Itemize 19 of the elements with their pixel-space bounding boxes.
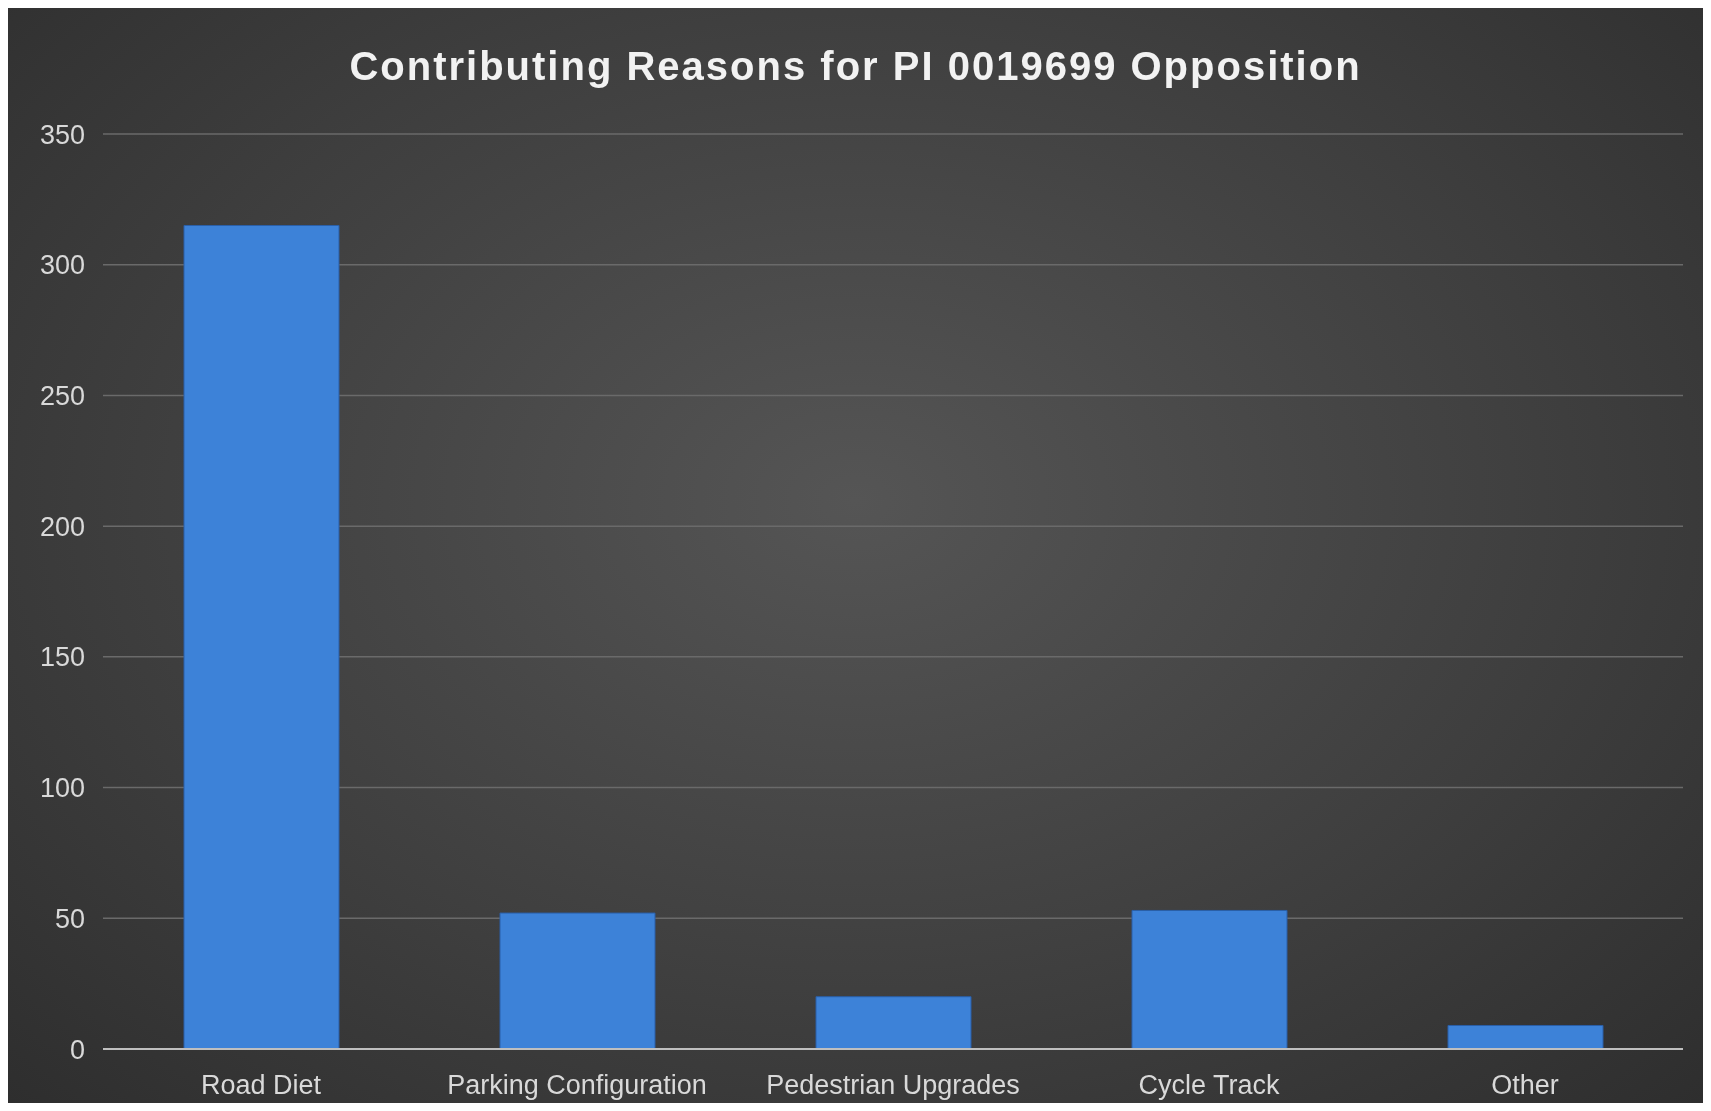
y-tick-label: 350 <box>39 119 85 150</box>
bar <box>183 225 340 1049</box>
y-tick-label: 0 <box>69 1034 85 1065</box>
y-tick-label: 200 <box>39 511 85 542</box>
x-tick-label: Cycle Track <box>1138 1070 1281 1101</box>
y-tick-label: 300 <box>39 250 85 281</box>
y-tick-label: 100 <box>39 773 85 804</box>
x-tick-label: Parking Configuration <box>447 1070 707 1101</box>
bar <box>1447 1024 1604 1049</box>
bar <box>1131 909 1288 1049</box>
chart-title: Contributing Reasons for PI 0019699 Opposition <box>348 43 1363 90</box>
x-tick-label: Pedestrian Upgrades <box>766 1070 1020 1101</box>
y-tick-label: 50 <box>54 903 85 934</box>
bar <box>499 912 656 1049</box>
bar <box>815 996 972 1049</box>
x-tick-label: Road Diet <box>200 1070 322 1101</box>
y-tick-label: 150 <box>39 642 85 673</box>
x-tick-label: Other <box>1491 1070 1559 1101</box>
y-tick-label: 250 <box>39 381 85 412</box>
